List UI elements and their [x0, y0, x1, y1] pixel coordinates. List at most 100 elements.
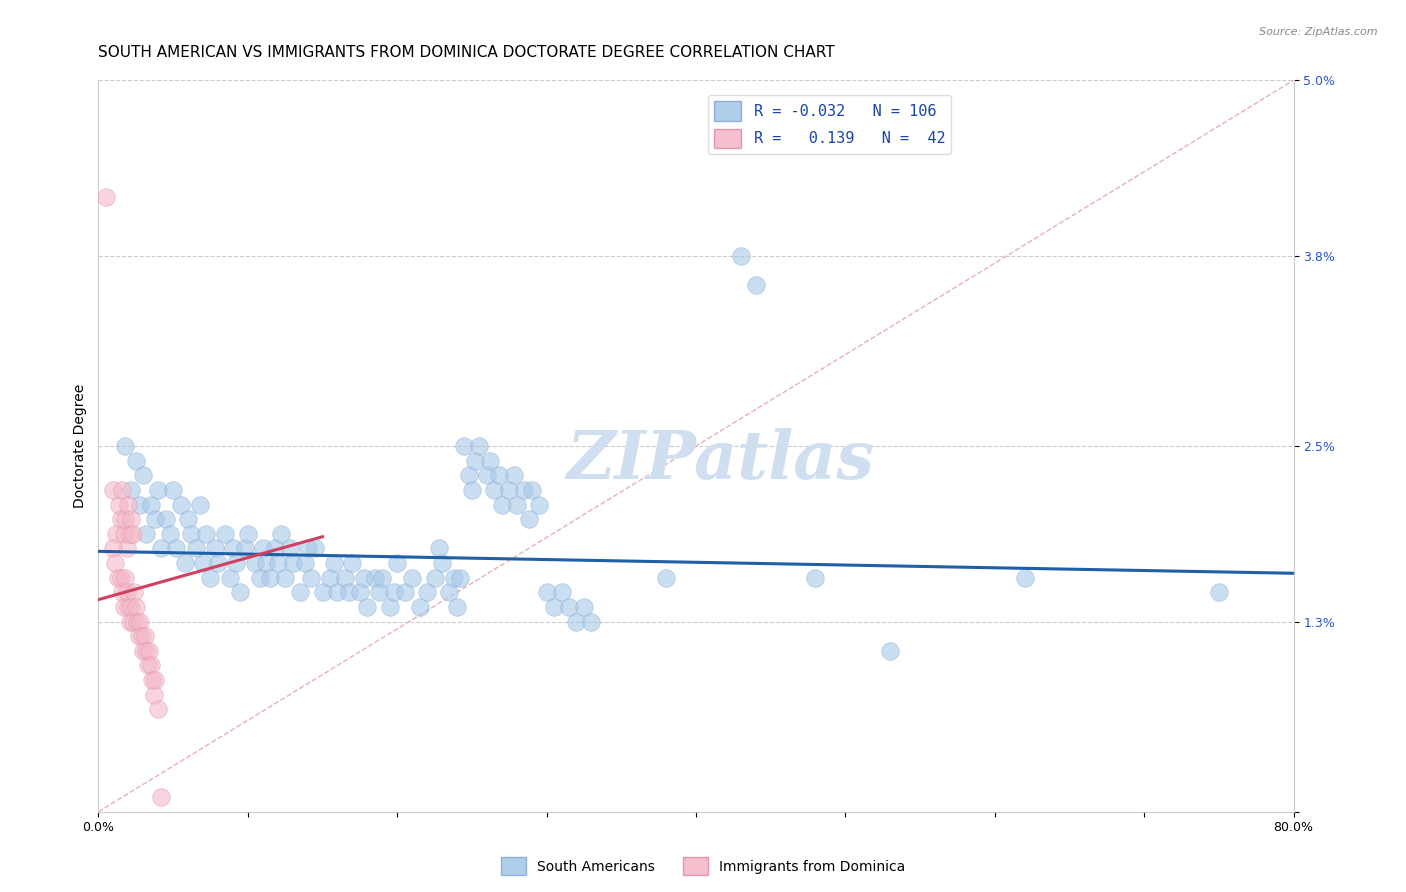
- Point: [278, 541, 301, 556]
- Point: [1208, 585, 1230, 599]
- Point: [527, 498, 550, 512]
- Point: [488, 468, 510, 483]
- Point: [103, 483, 125, 497]
- Point: [125, 599, 148, 614]
- Point: [236, 526, 259, 541]
- Point: [143, 673, 166, 687]
- Point: [249, 571, 271, 585]
- Point: [543, 599, 565, 614]
- Point: [550, 585, 572, 599]
- Point: [129, 615, 152, 629]
- Point: [439, 585, 461, 599]
- Point: [385, 556, 409, 570]
- Point: [382, 585, 405, 599]
- Point: [150, 541, 173, 556]
- Point: [142, 688, 165, 702]
- Point: [254, 556, 277, 570]
- Point: [364, 571, 387, 585]
- Point: [427, 541, 450, 556]
- Point: [443, 571, 465, 585]
- Point: [127, 615, 149, 629]
- Point: [581, 615, 603, 629]
- Point: [117, 599, 139, 614]
- Point: [745, 278, 768, 293]
- Point: [114, 512, 136, 526]
- Point: [461, 483, 484, 497]
- Point: [121, 615, 143, 629]
- Point: [464, 453, 486, 467]
- Point: [204, 541, 226, 556]
- Point: [326, 585, 349, 599]
- Point: [245, 556, 267, 570]
- Point: [165, 541, 187, 556]
- Point: [449, 571, 471, 585]
- Point: [103, 541, 125, 556]
- Point: [319, 571, 342, 585]
- Point: [513, 483, 536, 497]
- Point: [134, 629, 156, 643]
- Legend: South Americans, Immigrants from Dominica: South Americans, Immigrants from Dominic…: [495, 852, 911, 880]
- Point: [121, 526, 143, 541]
- Point: [132, 468, 155, 483]
- Point: [139, 498, 162, 512]
- Point: [730, 249, 752, 263]
- Point: [267, 556, 290, 570]
- Point: [408, 599, 430, 614]
- Point: [368, 585, 391, 599]
- Point: [297, 541, 319, 556]
- Point: [129, 498, 152, 512]
- Point: [136, 658, 159, 673]
- Point: [378, 599, 401, 614]
- Point: [458, 468, 481, 483]
- Point: [252, 541, 274, 556]
- Point: [200, 571, 222, 585]
- Point: [120, 599, 142, 614]
- Point: [394, 585, 416, 599]
- Point: [1014, 571, 1036, 585]
- Point: [225, 556, 247, 570]
- Point: [323, 556, 346, 570]
- Point: [114, 571, 136, 585]
- Point: [401, 571, 423, 585]
- Point: [520, 483, 543, 497]
- Point: [159, 526, 181, 541]
- Point: [162, 483, 184, 497]
- Point: [288, 585, 311, 599]
- Point: [565, 615, 588, 629]
- Point: [104, 556, 127, 570]
- Point: [148, 483, 170, 497]
- Point: [132, 644, 155, 658]
- Point: [184, 541, 207, 556]
- Point: [233, 541, 256, 556]
- Point: [879, 644, 901, 658]
- Point: [416, 585, 439, 599]
- Point: [194, 526, 218, 541]
- Point: [115, 541, 138, 556]
- Point: [111, 483, 134, 497]
- Point: [120, 483, 142, 497]
- Point: [214, 526, 236, 541]
- Point: [333, 571, 356, 585]
- Point: [349, 585, 371, 599]
- Point: [517, 512, 540, 526]
- Point: [115, 585, 138, 599]
- Point: [804, 571, 827, 585]
- Point: [536, 585, 558, 599]
- Point: [353, 571, 375, 585]
- Text: SOUTH AMERICAN VS IMMIGRANTS FROM DOMINICA DOCTORATE DEGREE CORRELATION CHART: SOUTH AMERICAN VS IMMIGRANTS FROM DOMINI…: [98, 45, 835, 60]
- Point: [299, 571, 322, 585]
- Point: [259, 571, 281, 585]
- Point: [112, 526, 135, 541]
- Point: [131, 629, 153, 643]
- Point: [107, 571, 129, 585]
- Point: [229, 585, 252, 599]
- Point: [138, 644, 160, 658]
- Point: [114, 439, 136, 453]
- Point: [141, 673, 163, 687]
- Point: [135, 526, 157, 541]
- Point: [453, 439, 475, 453]
- Point: [105, 526, 128, 541]
- Point: [491, 498, 513, 512]
- Text: Source: ZipAtlas.com: Source: ZipAtlas.com: [1260, 27, 1378, 37]
- Point: [169, 498, 191, 512]
